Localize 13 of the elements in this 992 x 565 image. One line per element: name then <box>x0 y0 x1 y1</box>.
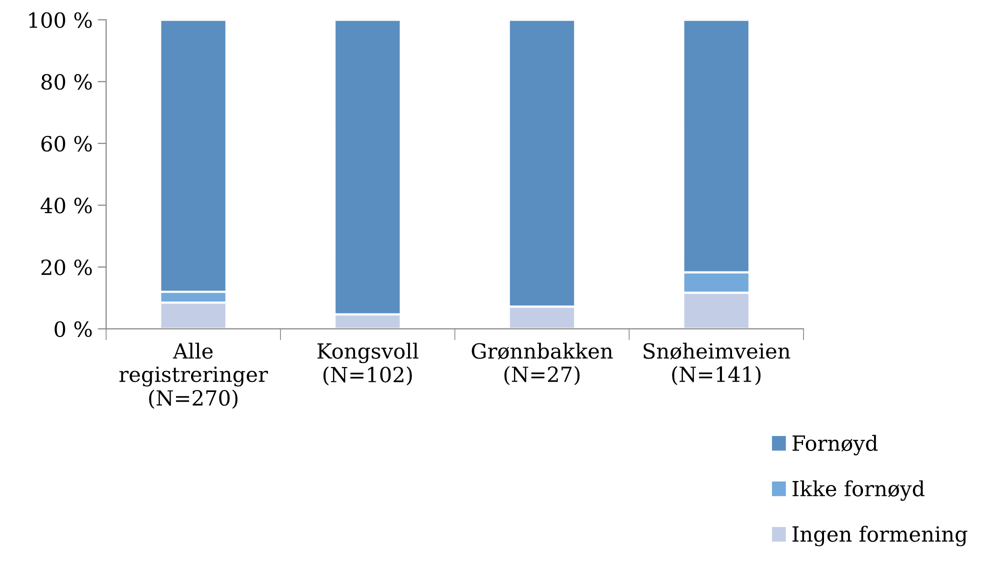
y-tick-label: 60 % <box>41 136 92 152</box>
x-tick-label: Snøheimveien (N=141) <box>644 342 790 386</box>
y-tick-label: 100 % <box>29 12 92 28</box>
legend-label: Fornøyd <box>792 434 878 456</box>
y-tick-label: 0 % <box>54 321 92 338</box>
x-tick-label: Kongsvoll (N=102) <box>317 342 418 386</box>
y-tick-label: 40 % <box>40 198 92 214</box>
x-tick-label: Grønnbakken (N=27) <box>472 342 613 386</box>
y-tick-label: 80 % <box>41 74 92 90</box>
y-tick-label: 20 % <box>41 259 92 276</box>
legend-label: Ikke fornøyd <box>792 480 925 501</box>
legend-label: Ingen formening <box>792 526 968 546</box>
x-tick-label: Alle registreringer (N=270) <box>119 342 268 409</box>
